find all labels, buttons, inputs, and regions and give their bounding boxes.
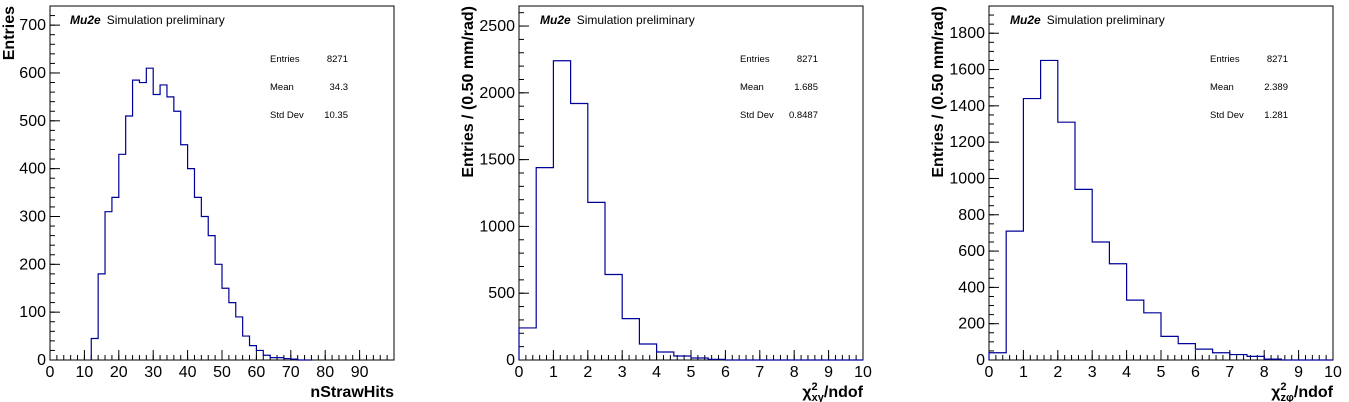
- y-axis-title: Entries: [1, 6, 18, 60]
- stats-std-dev-value: 10.35: [324, 110, 348, 121]
- y-tick-label: 600: [19, 65, 46, 82]
- x-tick-label: 70: [282, 364, 300, 381]
- y-axis-title: Entries / (0.50 mm/rad): [930, 6, 947, 178]
- y-tick-label: 1200: [949, 134, 985, 151]
- y-tick-label: 400: [958, 279, 985, 296]
- experiment-tag: Mu2e Simulation preliminary: [1010, 13, 1165, 27]
- stats-mean-label: Mean: [270, 82, 294, 93]
- stats-entries-label: Entries: [1210, 54, 1240, 65]
- y-tick-label: 1600: [949, 62, 985, 79]
- x-tick-label: 0: [515, 364, 524, 381]
- y-tick-label: 0: [976, 352, 985, 369]
- histogram-line: [518, 60, 863, 361]
- y-tick-label: 200: [19, 256, 46, 273]
- y-tick-label: 0: [37, 352, 46, 369]
- y-tick-label: 400: [19, 161, 46, 178]
- x-tick-label: 9: [1294, 364, 1303, 381]
- y-tick-label: 1400: [949, 98, 985, 115]
- y-tick-label: 700: [19, 17, 46, 34]
- histogram-line: [90, 67, 312, 361]
- x-axis-title: χ2 xy/ndof: [802, 381, 863, 402]
- x-tick-label: 1: [549, 364, 558, 381]
- x-tick-label: 3: [618, 364, 627, 381]
- y-tick-label: 2500: [479, 18, 515, 35]
- y-tick-label: 1000: [949, 170, 985, 187]
- stats-std-dev-label: Std Dev: [740, 110, 774, 121]
- stats-mean-label: Mean: [740, 82, 764, 93]
- experiment-tag: Mu2e Simulation preliminary: [540, 13, 695, 27]
- x-tick-label: 50: [213, 364, 231, 381]
- x-tick-label: 0: [985, 364, 994, 381]
- y-tick-label: 1800: [949, 25, 985, 42]
- x-tick-label: 80: [316, 364, 334, 381]
- histogram-panel-3: 0 1 2 3 4 5 6 7 8 9 10 0 200 400 600 800 1000 1200 1400 160…: [930, 5, 1342, 402]
- stats-mean-value: 1.685: [794, 82, 818, 93]
- y-tick-label: 600: [958, 243, 985, 260]
- stats-entries-label: Entries: [270, 54, 300, 65]
- y-tick-label: 100: [19, 304, 46, 321]
- x-tick-label: 10: [1324, 364, 1342, 381]
- y-tick-label: 300: [19, 208, 46, 225]
- histogram-panel-1: 0 10 20 30 40 50 60 70 80 90 0 100 200 300 400 500 600 70…: [1, 5, 395, 401]
- stats-std-dev-label: Std Dev: [1210, 110, 1244, 121]
- x-tick-label: 5: [1157, 364, 1166, 381]
- x-tick-label: 9: [824, 364, 833, 381]
- x-tick-label: 8: [790, 364, 799, 381]
- x-tick-label: 30: [144, 364, 162, 381]
- x-axis-title: χ2 zφ/ndof: [1271, 381, 1333, 402]
- status-label: Simulation preliminary: [1047, 13, 1165, 27]
- x-tick-label: 7: [1225, 364, 1234, 381]
- status-label: Simulation preliminary: [577, 13, 695, 27]
- x-axis-title: nStrawHits: [310, 384, 394, 401]
- x-tick-label: 4: [652, 364, 661, 381]
- experiment-name: Mu2e: [1010, 13, 1041, 27]
- y-tick-label: 800: [958, 207, 985, 224]
- stats-mean-value: 34.3: [330, 82, 349, 93]
- y-tick-label: 1500: [479, 152, 515, 169]
- x-tick-label: 10: [76, 364, 94, 381]
- x-tick-label: 6: [1191, 364, 1200, 381]
- stats-mean-value: 2.389: [1264, 82, 1288, 93]
- stats-entries-value: 8271: [327, 54, 348, 65]
- stats-entries-value: 8271: [797, 54, 818, 65]
- x-tick-label: 2: [1053, 364, 1062, 381]
- y-axis-title: Entries / (0.50 mm/rad): [460, 6, 477, 178]
- experiment-name: Mu2e: [540, 13, 571, 27]
- stats-mean-label: Mean: [1210, 82, 1234, 93]
- stats-std-dev-value: 0.8487: [789, 110, 818, 121]
- experiment-name: Mu2e: [70, 13, 101, 27]
- y-tick-label: 0: [506, 352, 515, 369]
- stats-entries-value: 8271: [1267, 54, 1288, 65]
- x-tick-label: 5: [687, 364, 696, 381]
- x-tick-label: 1: [1019, 364, 1028, 381]
- x-tick-label: 2: [583, 364, 592, 381]
- experiment-tag: Mu2e Simulation preliminary: [70, 13, 225, 27]
- y-tick-label: 500: [19, 113, 46, 130]
- y-tick-label: 200: [958, 316, 985, 333]
- y-tick-label: 500: [488, 285, 515, 302]
- x-tick-label: 8: [1260, 364, 1269, 381]
- histogram-panel-2: 0 1 2 3 4 5 6 7 8 9 10 0 500 1000 1500 2000 2500 Mu2e Simu…: [460, 5, 872, 402]
- y-tick-label: 2000: [479, 85, 515, 102]
- x-tick-label: 0: [46, 364, 55, 381]
- x-tick-label: 4: [1122, 364, 1131, 381]
- stats-entries-label: Entries: [740, 54, 770, 65]
- x-tick-label: 7: [755, 364, 764, 381]
- x-tick-label: 40: [179, 364, 197, 381]
- x-tick-label: 6: [721, 364, 730, 381]
- x-tick-label: 10: [854, 364, 872, 381]
- status-label: Simulation preliminary: [107, 13, 225, 27]
- x-tick-label: 20: [110, 364, 128, 381]
- y-tick-label: 1000: [479, 218, 515, 235]
- x-tick-label: 90: [351, 364, 369, 381]
- histogram-line: [988, 59, 1333, 361]
- x-tick-label: 60: [248, 364, 266, 381]
- stats-std-dev-value: 1.281: [1264, 110, 1288, 121]
- stats-std-dev-label: Std Dev: [270, 110, 304, 121]
- x-tick-label: 3: [1088, 364, 1097, 381]
